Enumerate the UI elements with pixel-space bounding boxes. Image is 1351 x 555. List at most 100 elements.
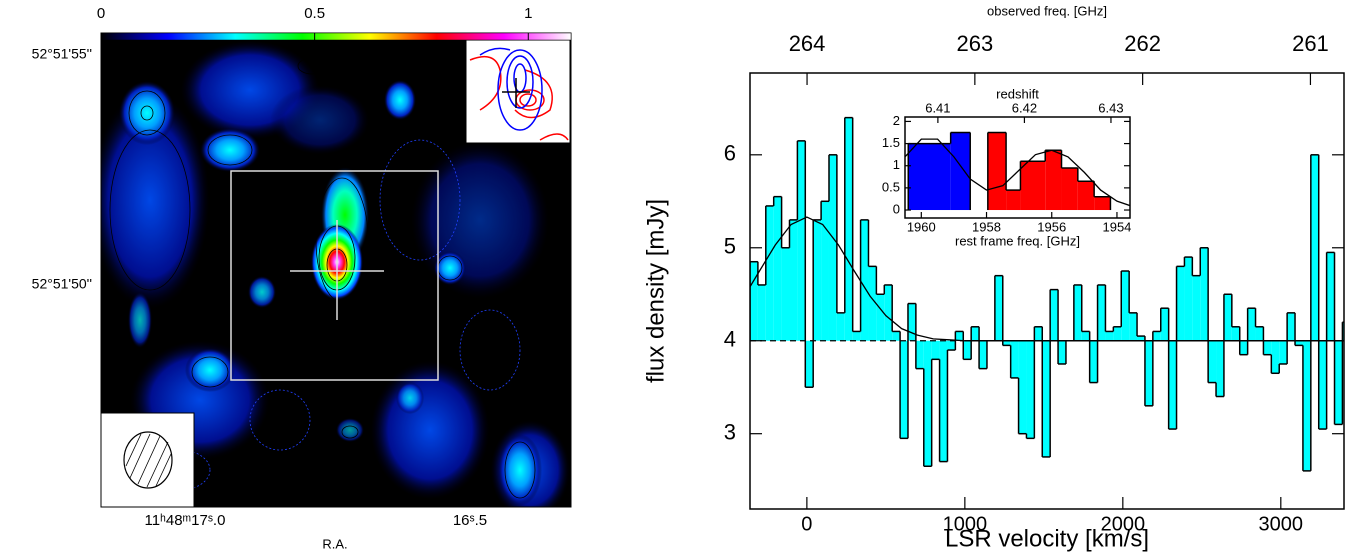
x2-tick-label: 264 [789,31,826,56]
plot-data [905,131,1130,211]
bar [884,284,893,341]
bar [781,247,790,341]
bar [1097,284,1106,341]
bar [1050,289,1059,341]
bar [1239,340,1248,355]
bar [923,340,932,467]
bar [1184,257,1193,341]
bar [1342,322,1344,341]
bar [1263,340,1272,355]
x-axis-label: LSR velocity [km/s] [945,525,1149,552]
bar [805,340,814,388]
y-tick-label: 3 [724,420,736,445]
bar [1121,271,1130,341]
bar [947,340,956,351]
x2-tick-label: 262 [1124,31,1161,56]
bar [1006,190,1021,211]
bar [987,132,1007,211]
bar [836,312,845,341]
plot-frame [749,72,1345,510]
bar [1176,266,1185,341]
bar [1144,340,1153,406]
bar [1152,331,1161,341]
bar [868,266,877,341]
x-axis-label: R.A. [322,536,347,551]
bar [963,340,972,360]
bar [797,140,806,341]
bar [757,284,766,341]
bar [1223,294,1232,341]
colorbar-tick-label: 0 [97,5,105,22]
fit-line [750,216,965,342]
x2-tick-label: 6.43 [1098,100,1123,115]
bar [1020,161,1046,211]
bar [813,219,822,341]
bar [821,201,829,341]
x2-tick-label: 263 [956,31,993,56]
bar [1002,340,1011,346]
bar [844,117,853,341]
x-tick-label: 1960 [907,219,936,234]
fit-line [905,138,1130,207]
colorbar-tick-label: 1 [524,5,532,22]
y-tick-label: 1 [893,157,900,172]
bar [1042,340,1051,457]
y-tick-label: 2 [893,113,900,128]
bar [1061,167,1078,211]
bar [1216,340,1224,397]
x-tick-label: 1000 [943,513,988,535]
bar [1058,340,1066,364]
x2-axis-label: redshift [996,86,1039,101]
x-tick-label: 1956 [1037,219,1066,234]
bar [1208,340,1217,383]
bar [907,303,916,341]
bar [1026,340,1035,439]
y-tick-label: 6 [724,141,736,166]
x-tick-label: 2000 [1101,513,1146,535]
bar [1160,308,1169,341]
bar [955,331,964,341]
bar [828,154,837,341]
bar [1326,252,1335,341]
x2-tick-label: 6.41 [925,100,950,115]
plot-frame [904,116,1131,219]
x-tick-label: 16ˢ.5 [453,512,487,529]
y-tick-label: 5 [724,234,736,259]
bar [765,205,774,341]
bar [1018,340,1027,434]
bar [1034,326,1043,341]
bar [860,219,869,341]
bar [1287,312,1296,341]
y-tick-label: 52°51'55'' [32,46,92,62]
y-axis-label: flux density [mJy] [642,199,669,383]
bar [876,294,885,341]
bar [789,219,798,341]
x-tick-label: 11ʰ48ᵐ17ˢ.0 [145,512,226,529]
bar [915,340,924,369]
bar [1105,331,1114,341]
x-tick-label: 1958 [972,219,1001,234]
bar [750,261,758,341]
bar [1334,340,1343,425]
bar [1045,150,1062,211]
y-tick-label: 0 [893,201,900,216]
bar [1113,326,1122,341]
bar [1081,331,1090,341]
bar [950,132,971,211]
x2-tick-label: 6.42 [1012,100,1037,115]
plot-data [750,116,1344,472]
bar [1279,340,1288,364]
plot-area [905,117,1130,218]
sky-map [101,40,571,507]
bar [1073,284,1082,341]
bar [939,340,948,462]
bar [931,340,940,360]
bar [1168,340,1177,430]
x-tick-label: 1954 [1102,219,1131,234]
bar [900,340,908,439]
bar [908,143,951,211]
bar [892,331,901,341]
y-tick-label: 52°51'50'' [32,276,92,292]
y-tick-label: 1.5 [882,135,900,150]
